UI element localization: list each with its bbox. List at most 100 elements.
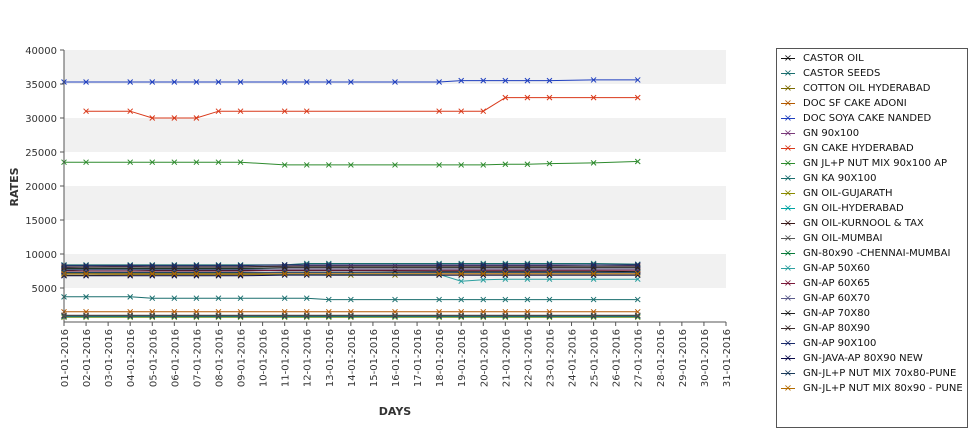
x-tick-label: 14-01-2016 [347,329,358,387]
legend-item: × GN OIL-HYDERABAD [777,203,967,214]
legend-label: GN-AP 50X60 [803,263,870,274]
legend-marker-icon: × [781,83,795,94]
data-point [392,296,398,303]
data-point [281,262,288,268]
data-point [392,162,398,168]
legend-label: GN-JAVA-AP 80X90 NEW [803,353,923,364]
data-point [590,77,597,83]
data-point [480,276,487,283]
line-chart: 5000 10000 15000 20000 25000 30000 35000 40000 0… [8,46,733,418]
data-point [458,108,465,115]
y-tick-label: 10000 [25,250,57,261]
legend-label: GN-JL+P NUT MIX 70x80-PUNE [803,368,957,379]
data-point [436,108,442,115]
legend-marker-icon: × [781,263,795,274]
legend-item: × GN 90x100 [777,128,967,139]
x-tick-label: 19-01-2016 [457,329,468,387]
data-point [171,262,178,269]
data-point [546,160,553,167]
data-point [281,295,288,302]
y-tick-label: 20000 [25,182,57,193]
data-point [502,296,509,303]
legend-marker-icon: × [781,293,795,304]
legend-label: GN OIL-HYDERABAD [803,203,904,214]
data-point [634,296,641,303]
data-point [325,162,332,168]
x-tick-label: 09-01-2016 [237,329,248,387]
legend-label: GN-AP 80X90 [803,323,870,334]
data-point [83,312,89,319]
legend-item: × GN-AP 80X90 [777,323,967,334]
data-point [348,79,354,85]
data-point [392,312,398,319]
legend-item: × DOC SOYA CAKE NANDED [777,113,967,124]
data-point [193,295,200,302]
data-point [480,270,487,277]
legend-item: × GN-AP 60X65 [777,278,967,289]
data-point [149,262,156,269]
data-point [303,295,310,302]
legend-marker-icon: × [781,128,795,139]
data-point [634,77,641,83]
data-point [237,159,244,166]
data-point [524,262,531,268]
data-point [590,262,597,268]
data-point [325,312,332,319]
legend-label: CASTOR SEEDS [803,68,881,79]
legend-label: GN-AP 60X70 [803,293,870,304]
x-tick-label: 08-01-2016 [214,329,225,387]
legend-item: × GN OIL-KURNOOL & TAX [777,218,967,229]
legend-marker-icon: × [781,143,795,154]
legend-marker-icon: × [781,383,795,394]
data-point [436,79,442,85]
data-point [237,108,244,115]
legend-item: × GN OIL-MUMBAI [777,233,967,244]
data-point [149,115,156,121]
data-point [436,312,442,319]
data-point [83,108,89,115]
legend-label: GN CAKE HYDERABAD [803,143,914,154]
x-tick-label: 10-01-2016 [259,329,270,387]
x-tick-label: 28-01-2016 [656,329,667,387]
data-point [303,108,310,115]
y-axis-title: RATES [8,167,21,206]
x-tick-label: 18-01-2016 [435,329,446,387]
y-tick-label: 40000 [25,46,57,57]
legend-item: × DOC SF CAKE ADONI [777,98,967,109]
legend-marker-icon: × [781,308,795,319]
data-point [303,79,310,85]
series-4 [61,77,641,85]
x-tick-label: 06-01-2016 [170,329,181,387]
grid-band [64,118,726,152]
data-point [149,79,156,85]
x-tick-label: 21-01-2016 [501,329,512,387]
grid-band [64,186,726,220]
data-point [127,270,134,277]
legend-item: × GN-AP 70X80 [777,308,967,319]
data-point [590,160,597,166]
data-point [458,77,465,84]
y-tick-label: 30000 [25,114,57,125]
data-point [546,94,553,101]
legend-marker-icon: × [781,233,795,244]
data-point [436,296,442,303]
series-12 [61,312,641,319]
series-19 [61,262,641,269]
legend-item: × CASTOR OIL [777,53,967,64]
data-point [281,312,288,319]
series-22 [61,270,641,277]
data-point [458,312,465,319]
data-point [193,159,200,166]
legend-label: DOC SF CAKE ADONI [803,98,907,109]
data-point [480,108,487,115]
legend-label: GN-AP 90X100 [803,338,877,349]
data-point [546,77,553,84]
data-point [171,270,178,277]
legend-item: × GN JL+P NUT MIX 90x100 AP [777,158,967,169]
y-tick-label: 35000 [25,80,57,91]
data-point [502,77,509,84]
data-point [524,312,531,319]
legend-item: × GN-AP 50X60 [777,263,967,274]
x-tick-label: 26-01-2016 [612,329,623,387]
legend-item: × GN KA 90X100 [777,173,967,184]
